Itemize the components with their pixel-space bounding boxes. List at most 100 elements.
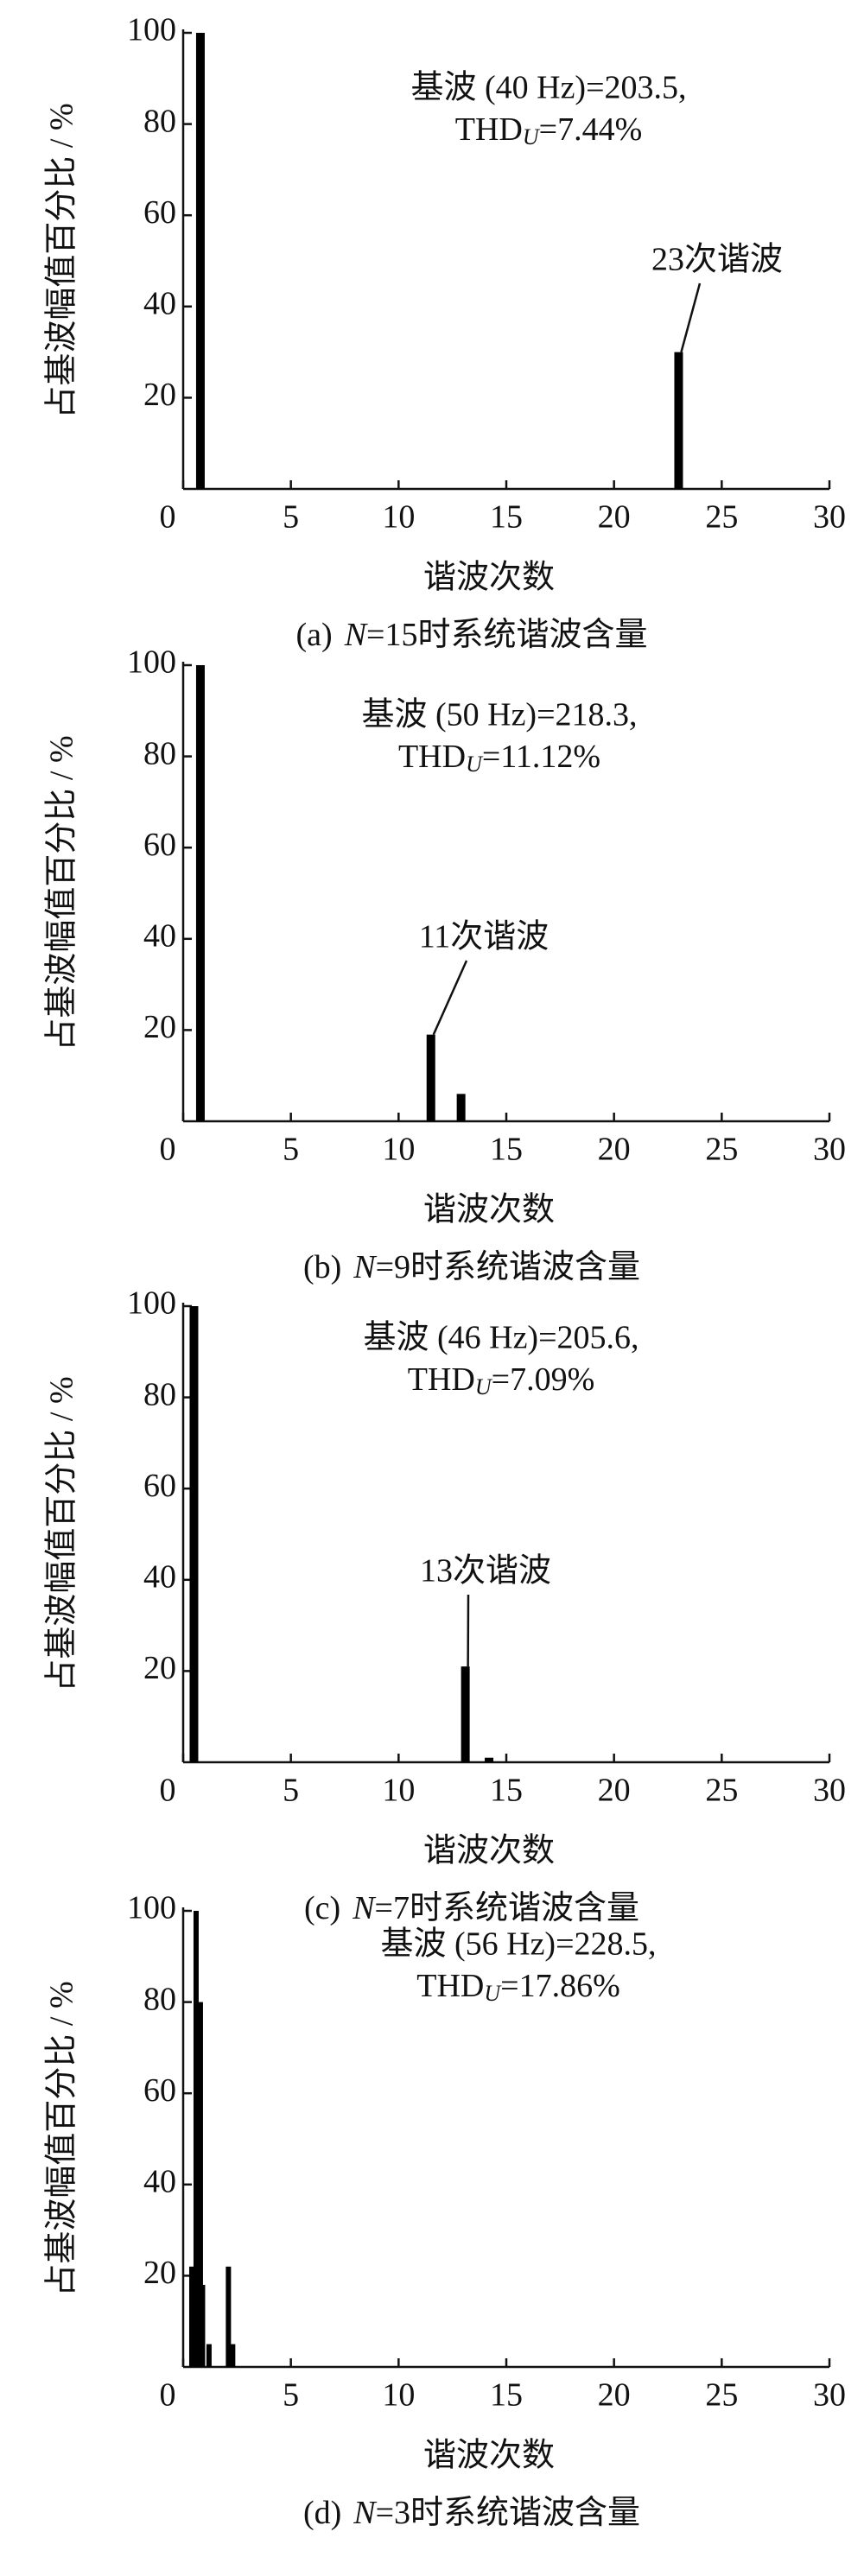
y-tick-label: 60: [143, 194, 176, 231]
x-tick-label: 0: [160, 499, 176, 536]
caption-prefix: (d): [303, 2495, 341, 2531]
x-axis-label: 谐波次数: [423, 1833, 555, 1869]
caption-var: N: [353, 2495, 378, 2531]
caption: (b) N=9时系统谐波含量: [303, 1249, 640, 1285]
x-tick-label: 5: [283, 1773, 299, 1809]
y-tick-label: 100: [127, 12, 176, 48]
y-tick-label: 20: [143, 1650, 176, 1686]
x-tick-label: 25: [705, 1132, 738, 1168]
x-tick-label: 0: [160, 1132, 176, 1168]
y-tick-label: 80: [143, 735, 176, 771]
caption-prefix: (a): [296, 617, 333, 653]
x-tick-label: 20: [598, 499, 631, 536]
bar: [674, 352, 683, 489]
thd-sub: U: [523, 124, 541, 149]
y-tick-label: 100: [127, 644, 176, 681]
caption: (d) N=3时系统谐波含量: [303, 2495, 640, 2531]
x-tick-label: 10: [382, 1132, 415, 1168]
callout-label: 13次谐波: [420, 1553, 551, 1589]
bar: [188, 2266, 194, 2367]
thd-sub: U: [475, 1374, 493, 1399]
caption-rest: =15时系统谐波含量: [366, 617, 647, 653]
caption-prefix: (c): [304, 1890, 340, 1926]
bar: [485, 1757, 494, 1762]
x-tick-label: 10: [382, 1773, 415, 1809]
x-tick-label: 5: [283, 2377, 299, 2414]
callout-leader: [432, 960, 468, 1036]
x-tick-label: 5: [283, 499, 299, 536]
x-tick-label: 30: [813, 499, 846, 536]
bar: [189, 1306, 199, 1762]
x-axis-label: 谐波次数: [423, 560, 555, 596]
thd-value: =7.09%: [492, 1361, 595, 1398]
thd-sub: U: [466, 752, 484, 777]
x-tick-label: 15: [490, 2377, 523, 2414]
caption-prefix: (b): [303, 1249, 341, 1285]
callout-label: 11次谐波: [419, 919, 550, 955]
bar: [195, 33, 205, 489]
thd-value: =17.86%: [500, 1968, 620, 2004]
thd-sub: U: [484, 1981, 502, 2006]
x-tick-label: 15: [490, 1773, 523, 1809]
bar: [193, 1911, 199, 2367]
bar: [461, 1666, 470, 1762]
thd-prefix: THD: [398, 739, 466, 775]
callout-leader: [680, 282, 702, 352]
bar: [206, 2344, 212, 2367]
x-axis-label: 谐波次数: [423, 2438, 555, 2474]
bar: [197, 2002, 203, 2367]
x-tick-label: 15: [490, 1132, 523, 1168]
bar: [456, 1094, 466, 1121]
y-tick-label: 60: [143, 1468, 176, 1504]
y-tick-label: 80: [143, 1981, 176, 2017]
caption-rest: =9时系统谐波含量: [376, 1249, 640, 1285]
thd-annotation: THDU=7.44%: [455, 111, 642, 149]
x-tick-label: 10: [382, 2377, 415, 2414]
annotation: 基波 (40 Hz)=203.5,: [410, 70, 686, 106]
caption-var: N: [353, 1249, 378, 1285]
x-tick-label: 15: [490, 499, 523, 536]
thd-prefix: THD: [455, 111, 523, 148]
caption: (a) N=15时系统谐波含量: [296, 617, 648, 653]
x-tick-label: 25: [705, 499, 738, 536]
x-tick-label: 30: [813, 1773, 846, 1809]
callout-label: 23次谐波: [651, 242, 783, 278]
thd-value: =11.12%: [482, 739, 600, 775]
y-tick-label: 40: [143, 1559, 176, 1596]
y-tick-label: 40: [143, 2164, 176, 2200]
y-tick-label: 40: [143, 286, 176, 322]
bar: [200, 2284, 206, 2367]
x-tick-label: 25: [705, 1773, 738, 1809]
y-tick-label: 20: [143, 2255, 176, 2291]
annotation: 基波 (50 Hz)=218.3,: [361, 697, 637, 733]
bar: [426, 1034, 435, 1121]
caption-var: N: [344, 617, 369, 653]
y-tick-label: 20: [143, 1009, 176, 1045]
thd-annotation: THDU=11.12%: [398, 739, 600, 777]
y-axis-label: 占基波幅值百分比 / %: [44, 103, 80, 418]
thd-prefix: THD: [408, 1361, 475, 1398]
x-tick-label: 10: [382, 499, 415, 536]
thd-prefix: THD: [416, 1968, 484, 2004]
y-tick-label: 60: [143, 2072, 176, 2109]
x-axis-label: 谐波次数: [423, 1192, 555, 1228]
caption-rest: =7时系统谐波含量: [375, 1890, 639, 1926]
caption-var: N: [352, 1890, 377, 1926]
y-tick-label: 20: [143, 377, 176, 413]
y-tick-label: 60: [143, 827, 176, 863]
x-tick-label: 0: [160, 2377, 176, 2414]
y-axis-label: 占基波幅值百分比 / %: [44, 1376, 80, 1691]
thd-annotation: THDU=7.09%: [408, 1361, 594, 1399]
bar: [195, 665, 205, 1121]
y-tick-label: 80: [143, 103, 176, 139]
x-tick-label: 20: [598, 1773, 631, 1809]
caption: (c) N=7时系统谐波含量: [304, 1890, 639, 1926]
y-tick-label: 100: [127, 1285, 176, 1322]
x-tick-label: 0: [160, 1773, 176, 1809]
y-tick-label: 40: [143, 918, 176, 955]
annotation: 基波 (46 Hz)=205.6,: [363, 1320, 638, 1356]
y-tick-label: 100: [127, 1890, 176, 1926]
caption-rest: =3时系统谐波含量: [376, 2495, 640, 2531]
y-axis-label: 占基波幅值百分比 / %: [44, 735, 80, 1050]
